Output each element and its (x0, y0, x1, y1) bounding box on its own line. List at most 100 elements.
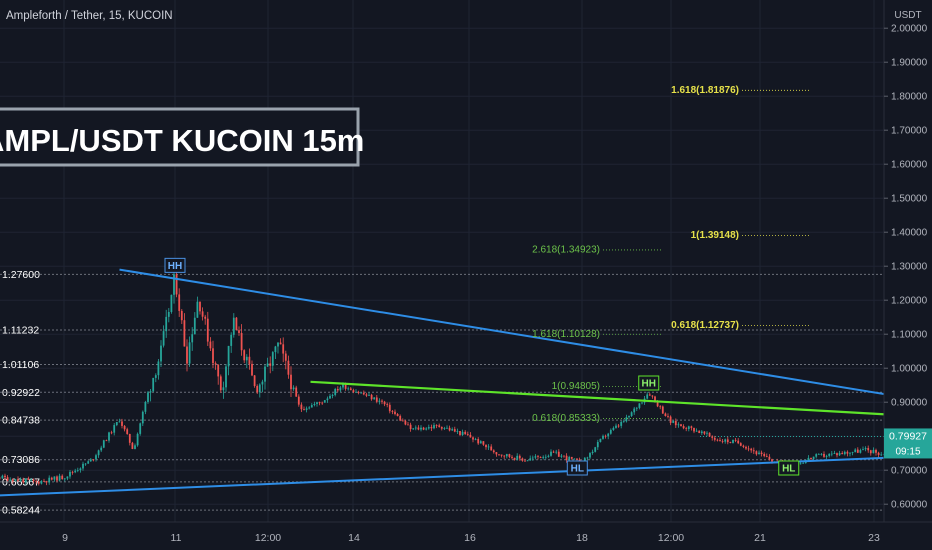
candle-body (53, 476, 56, 480)
candle-body (765, 456, 768, 457)
candle-body (69, 471, 71, 477)
candle-body (232, 317, 235, 335)
candle-body (399, 416, 402, 421)
symbol-header[interactable]: Ampleforth / Tether, 15, KUCOIN (6, 10, 173, 22)
title-banner: AMPL/USDT KUCOIN 15m (0, 107, 364, 167)
candle-body (342, 383, 344, 388)
candle-body (729, 442, 732, 443)
candle-body (162, 331, 165, 346)
candle-body (48, 477, 51, 483)
trendline-lower-blue (0, 454, 932, 497)
candle-body (687, 426, 690, 430)
fib-label-green: 1.618(1.10128) (532, 329, 600, 340)
candle-body (641, 402, 643, 404)
candle-body (334, 389, 337, 395)
candle-body (102, 440, 105, 448)
candle-body (563, 455, 565, 457)
fib-label-green: 2.618(1.34923) (532, 244, 600, 255)
candle-body (568, 456, 571, 461)
candle-body (537, 456, 539, 458)
candle-body (264, 366, 266, 382)
candle-body (209, 341, 212, 349)
candle-body (479, 441, 482, 444)
candle-body (570, 456, 573, 459)
candle-body (612, 427, 615, 430)
candle-body (573, 458, 576, 460)
time-tick-label: 11 (171, 532, 182, 544)
candle-body (141, 411, 144, 424)
grid-lines (0, 0, 884, 539)
candle-body (300, 404, 303, 410)
candle-body (755, 451, 758, 455)
candle-body (381, 400, 383, 402)
candle-body (290, 374, 292, 390)
candle-body (843, 451, 846, 455)
price-tick-label: 0.70000 (891, 466, 928, 477)
candle-body (490, 446, 493, 451)
candle-body (461, 431, 464, 435)
candle-body (451, 429, 454, 431)
candle-body (17, 479, 19, 481)
candle-body (297, 396, 300, 405)
candle-body (474, 439, 477, 440)
candle-body (147, 392, 149, 402)
candle-body (625, 417, 628, 422)
candle-body (425, 428, 428, 430)
candle-body (594, 447, 597, 452)
swing-label-hl: HL (778, 460, 800, 476)
candle-body (303, 409, 305, 411)
candle-body (95, 455, 97, 460)
candle-body (92, 459, 95, 461)
candle-body (771, 459, 773, 462)
price-tick-label: 0.90000 (891, 398, 928, 409)
candle-body (76, 470, 79, 471)
candle-body (760, 452, 763, 455)
candle-body (456, 431, 459, 432)
candle-body (464, 431, 467, 435)
candle-body (6, 477, 9, 481)
candle-body (84, 463, 87, 465)
candle-body (100, 447, 103, 451)
candle-body (1, 475, 4, 479)
candle-body (633, 408, 636, 413)
candle-body (261, 381, 264, 385)
candle-body (365, 394, 368, 396)
candle-body (180, 310, 183, 321)
fib-label-yellow: 0.618(1.12737) (671, 320, 739, 331)
candle-body (498, 454, 500, 456)
candle-body (37, 481, 40, 484)
candle-body (63, 478, 66, 480)
banner-title: AMPL/USDT KUCOIN 15m (0, 123, 364, 158)
candle-body (763, 454, 766, 457)
time-axis[interactable] (0, 522, 932, 550)
candle-body (136, 433, 139, 446)
candle-body (14, 479, 17, 482)
candle-body (703, 431, 706, 434)
candle-body (859, 450, 862, 453)
price-tick-label: 1.40000 (891, 228, 928, 239)
candle-body (654, 396, 656, 401)
candle-body (115, 422, 118, 426)
candle-body (326, 398, 329, 401)
candle-body (628, 416, 630, 418)
candle-body (552, 451, 555, 453)
candle-body (284, 353, 287, 361)
candle-body (167, 311, 170, 317)
price-tick-label: 1.10000 (891, 330, 928, 341)
candle-body (622, 421, 625, 423)
candle-body (394, 411, 396, 415)
candle-body (529, 458, 532, 461)
candle-body (656, 400, 659, 407)
swing-label-hl: HL (566, 460, 588, 476)
time-tick-label: 12:00 (255, 532, 281, 544)
candle-body (677, 424, 680, 426)
candle-body (609, 429, 612, 434)
candle-body (459, 431, 461, 435)
candle-body (875, 449, 877, 453)
candle-body (721, 441, 724, 443)
candle-body (716, 439, 719, 441)
candle-body (0, 477, 1, 479)
candle-body (706, 432, 708, 434)
candle-body (872, 449, 875, 454)
